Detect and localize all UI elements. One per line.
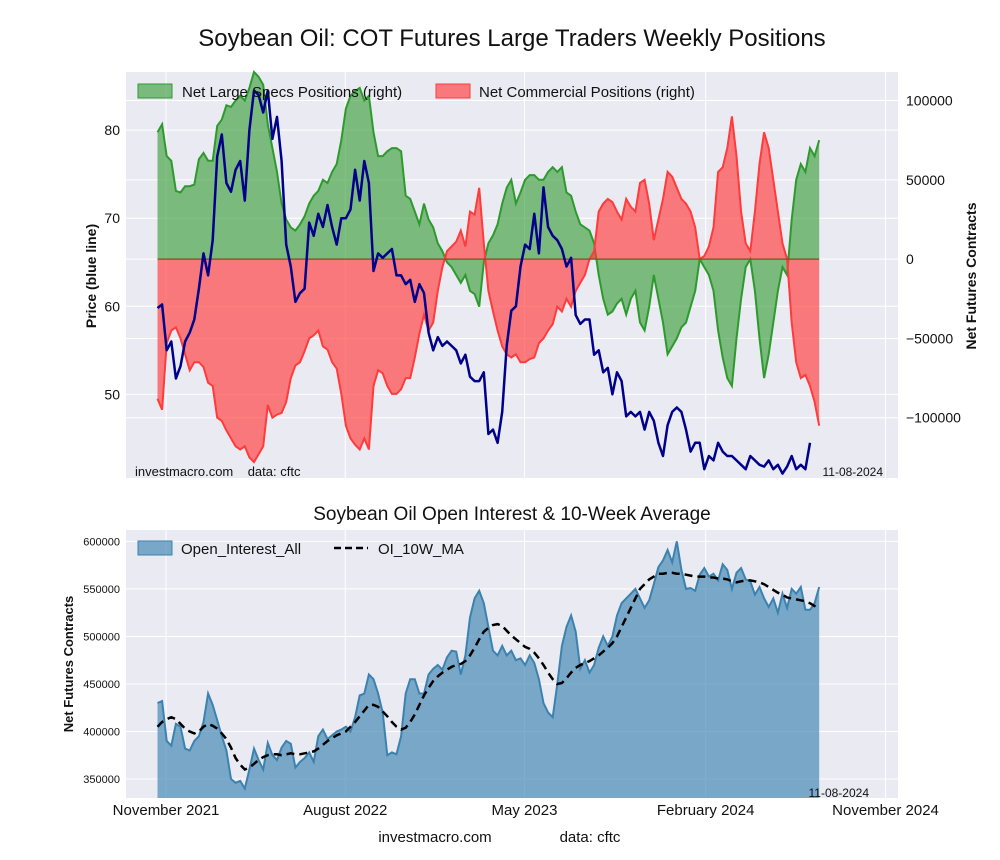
oi-watermark-date: 11-08-2024	[809, 786, 870, 800]
positions-watermark-left: investmacro.com data: cftc	[135, 464, 301, 479]
net-axis-label: Net Futures Contracts	[963, 202, 979, 349]
positions-areas	[156, 70, 821, 464]
oi-tick-label: 450000	[83, 679, 120, 691]
date-tick-label: November 2024	[832, 802, 939, 819]
legend-label-specs: Net Large Specs Positions (right)	[182, 84, 402, 101]
date-tick-label: November 2021	[113, 802, 220, 819]
net-tick-label: 100000	[906, 93, 953, 109]
oi-ma-layer	[156, 571, 820, 771]
oi-tick-label: 500000	[83, 631, 120, 643]
specs-area	[157, 72, 820, 386]
date-axis-ticks: November 2021 August 2022 May 2023 February…	[113, 802, 939, 819]
footer-source: data: cftc	[560, 829, 621, 846]
price-line-layer	[156, 89, 812, 475]
date-tick-label: May 2023	[492, 802, 558, 819]
positions-chart: 50 60 70 80 100000 50000 0 −50000 −100000 Price…	[83, 70, 979, 479]
positions-watermark-date: 11-08-2024	[823, 465, 884, 479]
net-axis-ticks: 100000 50000 0 −50000 −100000	[906, 93, 961, 426]
net-tick-label: 50000	[906, 172, 945, 188]
oi-area	[157, 541, 820, 798]
net-tick-label: 0	[906, 251, 914, 267]
specs-line	[156, 70, 821, 390]
price-axis-ticks: 50 60 70 80	[104, 122, 120, 402]
date-tick-label: August 2022	[303, 802, 387, 819]
legend-label-ma: OI_10W_MA	[378, 541, 464, 558]
price-tick-label: 80	[104, 122, 120, 138]
oi-axis-ticks: 350000 400000 450000 500000 550000 600000	[83, 536, 120, 786]
oi-ma-line	[156, 571, 820, 771]
price-tick-label: 70	[104, 210, 120, 226]
oi-tick-label: 550000	[83, 584, 120, 596]
legend-swatch-specs	[137, 83, 173, 99]
oi-chart-title: Soybean Oil Open Interest & 10-Week Aver…	[313, 504, 710, 525]
legend-swatch-commercial	[435, 83, 471, 99]
net-tick-label: −50000	[906, 330, 953, 346]
net-tick-label: −100000	[906, 410, 961, 426]
figure-title: Soybean Oil: COT Futures Large Traders W…	[198, 25, 825, 52]
price-tick-label: 50	[104, 386, 120, 402]
oi-axis-label: Net Futures Contracts	[61, 596, 76, 733]
open-interest-chart: Soybean Oil Open Interest & 10-Week Aver…	[61, 504, 939, 819]
commercial-line	[156, 116, 821, 464]
positions-legend: Net Large Specs Positions (right) Net Co…	[137, 83, 695, 101]
oi-tick-label: 600000	[83, 536, 120, 548]
oi-tick-label: 350000	[83, 774, 120, 786]
oi-tick-label: 400000	[83, 726, 120, 738]
price-line	[156, 89, 812, 475]
price-axis-label: Price (blue line)	[83, 224, 99, 328]
oi-line	[157, 541, 821, 792]
oi-legend: Open_Interest_All OI_10W_MA	[137, 540, 464, 558]
date-tick-label: February 2024	[657, 802, 755, 819]
price-tick-label: 60	[104, 298, 120, 314]
legend-label-commercial: Net Commercial Positions (right)	[479, 84, 695, 101]
oi-area-layer	[157, 541, 821, 798]
legend-label-oi: Open_Interest_All	[181, 541, 301, 558]
legend-swatch-oi	[137, 540, 173, 556]
footer-site: investmacro.com	[378, 829, 491, 846]
